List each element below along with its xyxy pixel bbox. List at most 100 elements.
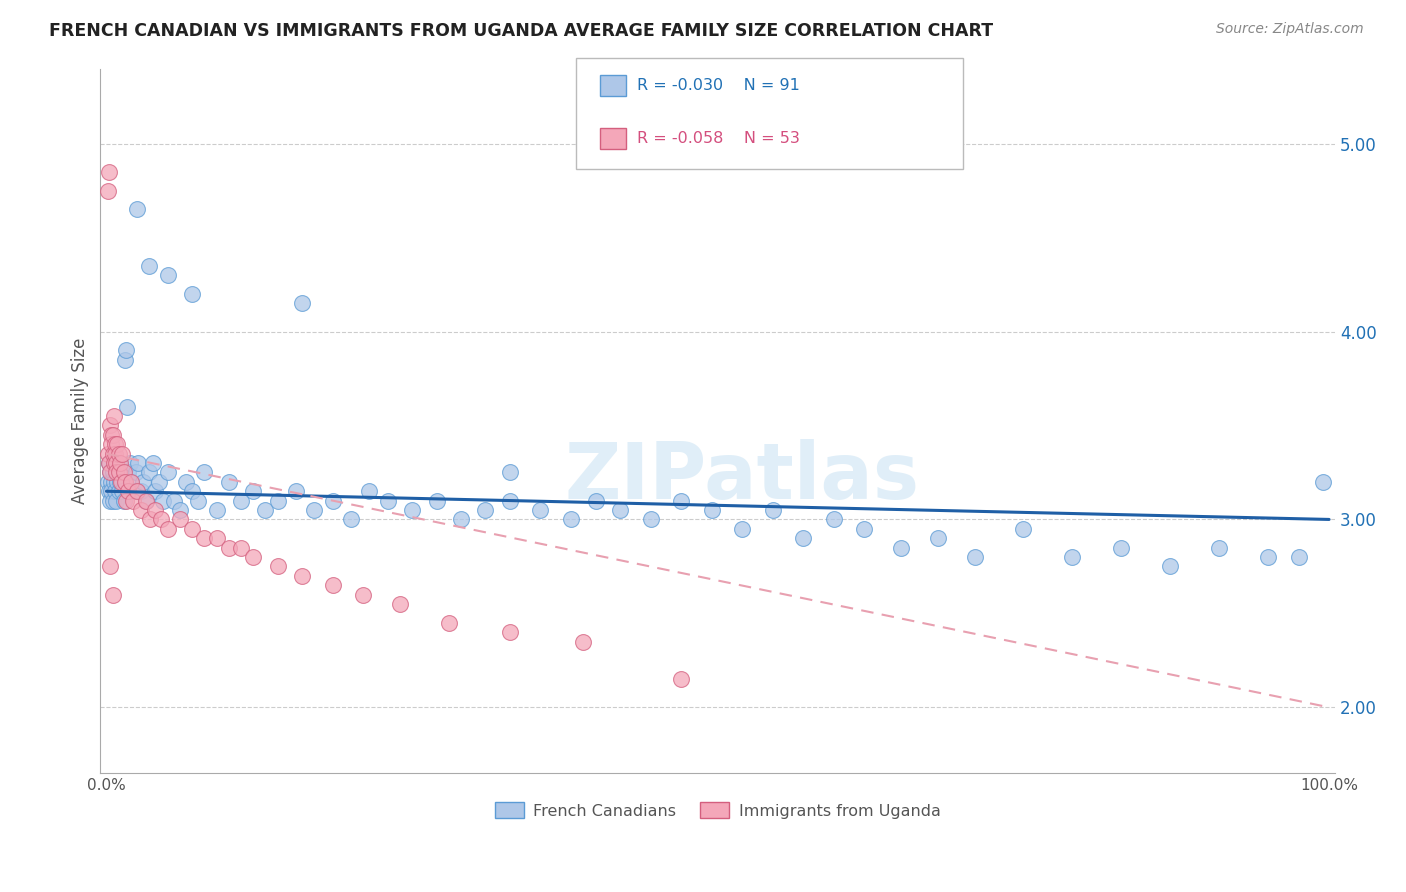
Point	[127, 456, 149, 470]
Point	[97, 456, 120, 470]
Point	[450, 512, 472, 526]
Point	[823, 512, 845, 526]
Text: Source: ZipAtlas.com: Source: ZipAtlas.com	[1216, 22, 1364, 37]
Point	[139, 512, 162, 526]
Point	[103, 456, 125, 470]
Point	[104, 447, 127, 461]
Point	[585, 493, 607, 508]
Point	[105, 456, 128, 470]
Point	[229, 541, 252, 555]
Point	[105, 466, 128, 480]
Point	[101, 588, 124, 602]
Point	[111, 484, 134, 499]
Point	[181, 287, 204, 301]
Point	[927, 531, 949, 545]
Point	[112, 466, 135, 480]
Point	[129, 503, 152, 517]
Point	[97, 184, 120, 198]
Point	[609, 503, 631, 517]
Point	[1208, 541, 1230, 555]
Point	[187, 493, 209, 508]
Point	[377, 493, 399, 508]
Point	[97, 165, 120, 179]
Point	[254, 503, 277, 517]
Point	[107, 456, 129, 470]
Point	[129, 484, 152, 499]
Point	[560, 512, 582, 526]
Point	[890, 541, 912, 555]
Point	[163, 493, 186, 508]
Point	[98, 559, 121, 574]
Point	[205, 531, 228, 545]
Point	[174, 475, 197, 489]
Point	[112, 493, 135, 508]
Point	[115, 343, 138, 358]
Point	[110, 466, 132, 480]
Point	[156, 466, 179, 480]
Point	[291, 569, 314, 583]
Point	[117, 466, 139, 480]
Point	[322, 493, 344, 508]
Point	[1312, 475, 1334, 489]
Point	[104, 484, 127, 499]
Point	[110, 475, 132, 489]
Point	[1257, 549, 1279, 564]
Point	[120, 475, 142, 489]
Point	[1109, 541, 1132, 555]
Point	[242, 484, 264, 499]
Point	[138, 259, 160, 273]
Point	[499, 466, 522, 480]
Point	[145, 484, 167, 499]
Point	[117, 484, 139, 499]
Point	[474, 503, 496, 517]
Point	[98, 466, 121, 480]
Point	[148, 475, 170, 489]
Point	[107, 484, 129, 499]
Point	[150, 512, 173, 526]
Point	[285, 484, 308, 499]
Point	[218, 475, 240, 489]
Point	[100, 484, 122, 499]
Point	[103, 475, 125, 489]
Point	[853, 522, 876, 536]
Text: R = -0.030    N = 91: R = -0.030 N = 91	[637, 78, 800, 94]
Point	[138, 466, 160, 480]
Point	[132, 475, 155, 489]
Point	[242, 549, 264, 564]
Point	[792, 531, 814, 545]
Point	[117, 400, 139, 414]
Text: ZIPatlas: ZIPatlas	[565, 439, 920, 516]
Text: FRENCH CANADIAN VS IMMIGRANTS FROM UGANDA AVERAGE FAMILY SIZE CORRELATION CHART: FRENCH CANADIAN VS IMMIGRANTS FROM UGAND…	[49, 22, 993, 40]
Point	[100, 437, 122, 451]
Point	[145, 503, 167, 517]
Point	[266, 559, 288, 574]
Point	[169, 512, 191, 526]
Point	[499, 625, 522, 640]
Point	[114, 352, 136, 367]
Point	[1062, 549, 1084, 564]
Point	[97, 456, 120, 470]
Point	[107, 466, 129, 480]
Point	[181, 522, 204, 536]
Point	[98, 493, 121, 508]
Point	[388, 597, 411, 611]
Point	[105, 493, 128, 508]
Point	[107, 447, 129, 461]
Point	[352, 588, 374, 602]
Point	[107, 437, 129, 451]
Point	[142, 456, 165, 470]
Point	[401, 503, 423, 517]
Point	[304, 503, 326, 517]
Point	[437, 615, 460, 630]
Point	[103, 456, 125, 470]
Point	[125, 202, 148, 217]
Point	[114, 475, 136, 489]
Point	[229, 493, 252, 508]
Point	[105, 466, 128, 480]
Point	[572, 634, 595, 648]
Point	[118, 456, 141, 470]
Point	[205, 503, 228, 517]
Point	[291, 296, 314, 310]
Legend: French Canadians, Immigrants from Uganda: French Canadians, Immigrants from Uganda	[489, 796, 946, 825]
Point	[731, 522, 754, 536]
